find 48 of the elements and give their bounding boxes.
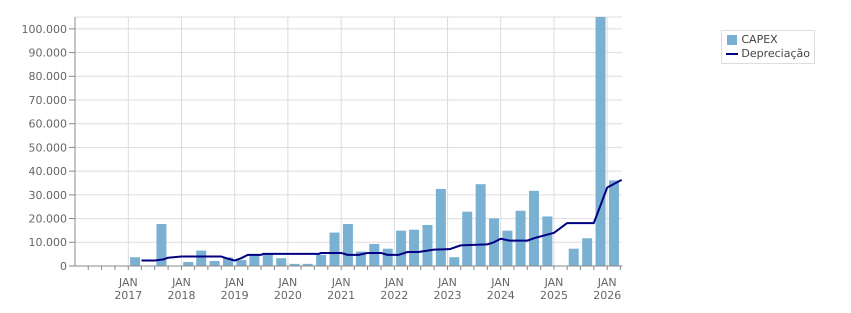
y-tick-label: 80.000 bbox=[28, 70, 67, 84]
bar bbox=[342, 224, 353, 266]
y-tick-label: 60.000 bbox=[28, 118, 67, 131]
bar bbox=[582, 238, 592, 266]
x-tick-label: JAN 2019 bbox=[220, 276, 249, 302]
bar bbox=[502, 230, 512, 266]
bar bbox=[516, 210, 526, 266]
x-tick-label: JAN 2025 bbox=[540, 276, 568, 302]
y-tick-label: 90.000 bbox=[28, 46, 67, 60]
bar bbox=[542, 216, 552, 266]
bar bbox=[449, 257, 460, 266]
bar bbox=[236, 260, 246, 266]
x-tick-label: JAN 2017 bbox=[114, 276, 142, 302]
x-tick-label: JAN 2023 bbox=[434, 276, 462, 302]
bar bbox=[330, 232, 340, 266]
y-tick-label: 20.000 bbox=[28, 212, 67, 226]
y-tick-label: 10.000 bbox=[28, 236, 67, 250]
x-tick-label: JAN 2026 bbox=[593, 276, 622, 302]
bar bbox=[156, 224, 166, 266]
line-series bbox=[140, 178, 622, 262]
bar bbox=[409, 230, 420, 266]
x-tick-label: JAN 2020 bbox=[274, 276, 302, 302]
bar bbox=[462, 212, 472, 266]
y-tick-label: 70.000 bbox=[28, 94, 67, 107]
y-tick-label: 30.000 bbox=[28, 188, 67, 202]
bar bbox=[276, 258, 286, 266]
bar bbox=[476, 184, 486, 266]
y-tick-label: 0 bbox=[60, 260, 67, 273]
bar bbox=[489, 218, 500, 266]
y-tick-label: 100.000 bbox=[22, 22, 67, 36]
bar bbox=[568, 248, 579, 266]
bar bbox=[396, 230, 406, 266]
y-tick-label: 50.000 bbox=[28, 141, 67, 154]
bar bbox=[436, 188, 446, 266]
bar bbox=[422, 224, 432, 266]
bar bbox=[130, 257, 140, 266]
legend-label: CAPEX bbox=[741, 33, 778, 47]
bar bbox=[528, 190, 539, 266]
bar bbox=[210, 261, 220, 266]
bar bbox=[596, 17, 606, 266]
bar bbox=[608, 180, 619, 266]
x-tick-label: JAN 2018 bbox=[168, 276, 196, 302]
legend-label: Depreciação bbox=[741, 47, 810, 61]
x-tick-label: JAN 2022 bbox=[380, 276, 408, 302]
x-tick-label: JAN 2021 bbox=[327, 276, 356, 302]
x-tick-label: JAN 2024 bbox=[486, 276, 515, 302]
bar bbox=[316, 254, 326, 266]
y-tick-label: 40.000 bbox=[28, 165, 67, 178]
